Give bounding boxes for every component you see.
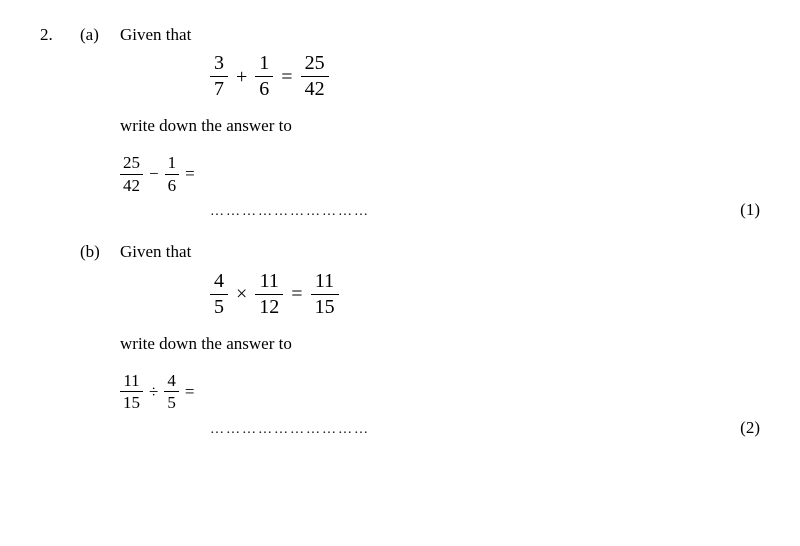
- part-a-eq1-row: 3 7 + 1 6 = 25 42: [40, 52, 760, 101]
- part-a-given: Given that: [120, 24, 720, 46]
- minus-op: −: [143, 163, 165, 185]
- part-b-instruction: write down the answer to: [120, 333, 720, 355]
- part-a-eq2-row: 25 42 − 1 6 =: [40, 153, 760, 195]
- part-b-eq1: 4 5 × 11 12 = 11 15: [210, 270, 720, 319]
- divide-op: ÷: [143, 381, 164, 403]
- part-a-instruction-row: write down the answer to: [40, 115, 760, 137]
- part-b-label: (b): [80, 241, 120, 263]
- part-b-given: Given that: [120, 241, 720, 263]
- part-a-eq1: 3 7 + 1 6 = 25 42: [210, 52, 720, 101]
- answer-dotted-line: …………………………: [210, 204, 370, 219]
- part-a-marks: (1): [720, 199, 760, 221]
- fraction: 1 6: [255, 52, 273, 101]
- times-op: ×: [228, 281, 255, 307]
- fraction: 11 12: [255, 270, 283, 319]
- fraction: 4 5: [164, 371, 179, 413]
- part-a-answer-row: ………………………… (1): [40, 199, 760, 221]
- plus-op: +: [228, 64, 255, 90]
- fraction: 11 15: [120, 371, 143, 413]
- equals-op: =: [273, 64, 300, 90]
- part-b-eq2: 11 15 ÷ 4 5 =: [120, 371, 720, 413]
- part-a-header: 2. (a) Given that: [40, 24, 760, 46]
- part-b-eq1-row: 4 5 × 11 12 = 11 15: [40, 270, 760, 319]
- fraction: 3 7: [210, 52, 228, 101]
- fraction: 25 42: [301, 52, 329, 101]
- part-a-label: (a): [80, 24, 120, 46]
- fraction: 11 15: [311, 270, 339, 319]
- fraction: 25 42: [120, 153, 143, 195]
- equals-op: =: [283, 281, 310, 307]
- part-b-marks: (2): [720, 417, 760, 439]
- answer-dotted-line: …………………………: [210, 422, 370, 437]
- part-a-instruction: write down the answer to: [120, 115, 720, 137]
- part-a-eq2: 25 42 − 1 6 =: [120, 153, 720, 195]
- fraction: 1 6: [165, 153, 180, 195]
- equals-op: =: [179, 163, 201, 185]
- part-b-instruction-row: write down the answer to: [40, 333, 760, 355]
- part-b-eq2-row: 11 15 ÷ 4 5 =: [40, 371, 760, 413]
- part-b-header: (b) Given that: [40, 241, 760, 263]
- part-b-answer-row: ………………………… (2): [40, 417, 760, 439]
- equals-op: =: [179, 381, 201, 403]
- question-number: 2.: [40, 24, 80, 46]
- fraction: 4 5: [210, 270, 228, 319]
